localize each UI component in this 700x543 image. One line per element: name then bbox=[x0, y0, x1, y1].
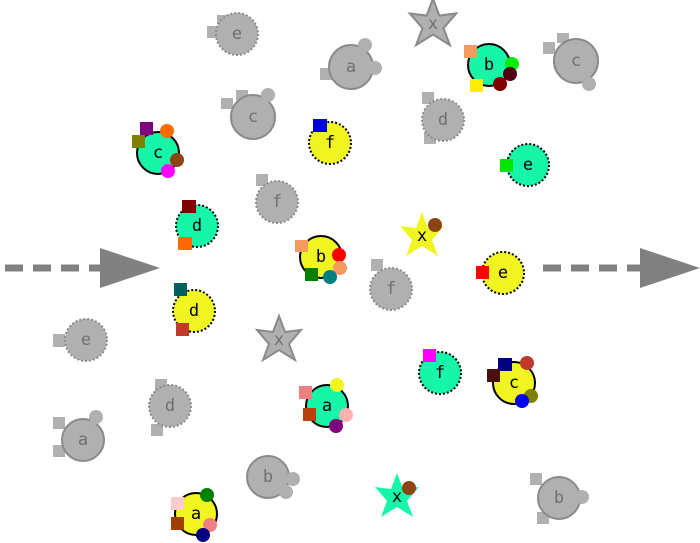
token-label: e bbox=[81, 330, 91, 350]
token-label: x bbox=[274, 330, 284, 350]
token-d-mid-gray: d bbox=[421, 92, 465, 144]
token-b-yellow: b bbox=[295, 235, 347, 284]
token-label: x bbox=[417, 226, 427, 246]
token-f-teal: f bbox=[418, 349, 462, 395]
token-f-gray-upper: f bbox=[255, 174, 299, 224]
left-dashed-arrow bbox=[5, 248, 160, 288]
token-label: x bbox=[428, 14, 438, 34]
token-b-right-gray: b bbox=[530, 473, 589, 524]
token-a-lower-gray: a bbox=[53, 410, 105, 462]
token-label: b bbox=[263, 467, 273, 487]
token-label: a bbox=[346, 57, 356, 77]
token-label: d bbox=[189, 301, 199, 321]
token-f-gray-lower: f bbox=[369, 259, 413, 311]
token-label: f bbox=[325, 133, 335, 153]
token-label: a bbox=[78, 430, 88, 450]
token-label: e bbox=[498, 263, 508, 283]
token-x-teal: x bbox=[375, 473, 419, 517]
token-a-yellow: a bbox=[171, 488, 218, 542]
token-label: c bbox=[509, 373, 519, 393]
token-c-right-gray: c bbox=[543, 33, 599, 91]
token-d-teal: d bbox=[175, 200, 219, 250]
token-label: f bbox=[435, 363, 445, 383]
token-b-lower-gray: b bbox=[246, 455, 300, 499]
token-label: c bbox=[571, 51, 581, 71]
token-label: d bbox=[438, 110, 448, 130]
token-label: x bbox=[392, 487, 402, 507]
token-label: b bbox=[554, 488, 564, 508]
token-a-teal: a bbox=[299, 378, 353, 433]
token-e-teal: e bbox=[500, 143, 550, 187]
token-e-yellow: e bbox=[476, 251, 525, 295]
token-x-top-gray: x bbox=[408, 0, 458, 47]
token-c-yellow: c bbox=[487, 356, 538, 408]
token-f-yellow: f bbox=[308, 119, 352, 165]
token-label: c bbox=[248, 107, 258, 127]
token-d-yellow: d bbox=[172, 283, 216, 336]
token-e-left-gray: e bbox=[53, 318, 108, 362]
token-a-top-gray: a bbox=[320, 38, 382, 90]
token-c-left-teal: c bbox=[132, 122, 184, 178]
token-label: a bbox=[322, 396, 332, 416]
token-d-lower-gray: d bbox=[148, 379, 192, 436]
token-b-top-teal: b bbox=[464, 43, 519, 92]
token-label: e bbox=[523, 155, 533, 175]
token-c-left-gray: c bbox=[221, 88, 276, 140]
token-label: a bbox=[191, 504, 201, 524]
token-label: b bbox=[484, 55, 494, 75]
right-dashed-arrow bbox=[543, 248, 700, 288]
token-label: f bbox=[386, 279, 396, 299]
token-x-mid-gray: x bbox=[256, 315, 302, 361]
token-label: d bbox=[165, 396, 175, 416]
token-label: b bbox=[316, 247, 326, 267]
token-label: c bbox=[153, 143, 163, 163]
token-x-yellow: x bbox=[400, 212, 444, 256]
token-label: d bbox=[192, 216, 202, 236]
token-label: f bbox=[272, 192, 282, 212]
token-label: e bbox=[232, 24, 242, 44]
token-e-top-gray: e bbox=[207, 12, 259, 56]
